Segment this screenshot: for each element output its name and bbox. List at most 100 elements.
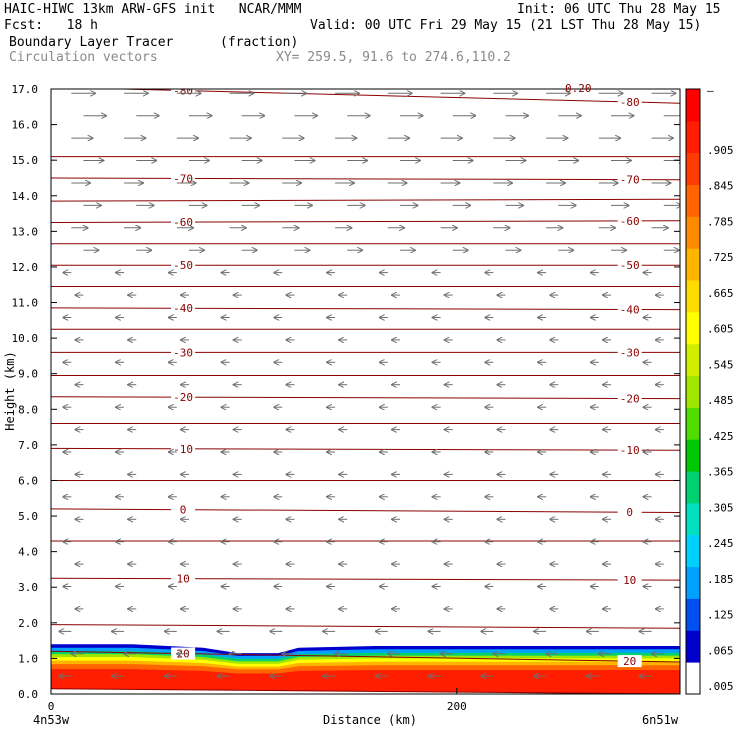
colorbar-swatch bbox=[686, 662, 700, 695]
contour-label: 0 bbox=[626, 506, 633, 519]
colorbar-tick-label: .305 bbox=[707, 501, 734, 514]
x-end-endpoint-label: 6n51w bbox=[642, 713, 679, 727]
temperature-contour-line bbox=[51, 307, 680, 311]
colorbar-frame bbox=[685, 88, 701, 695]
y-tick-label: 11.0 bbox=[12, 297, 39, 310]
contour-label-gap bbox=[617, 392, 642, 405]
contour-label-gap bbox=[171, 172, 196, 185]
contour-label-gap bbox=[171, 302, 196, 315]
boundary-layer-tracer-field bbox=[51, 644, 680, 694]
contour-label: -70 bbox=[620, 174, 640, 187]
plot-frame bbox=[50, 88, 681, 695]
y-tick-label: 4.0 bbox=[18, 546, 38, 559]
contour-label: -10 bbox=[620, 444, 640, 457]
colorbar-tick-label: .365 bbox=[707, 466, 734, 479]
temperature-contour-line bbox=[51, 577, 680, 581]
contour-label: -40 bbox=[173, 302, 193, 315]
colorbar-swatch bbox=[686, 439, 700, 472]
contour-label: -40 bbox=[620, 304, 640, 317]
x-tick-label: 200 bbox=[447, 700, 467, 713]
contour-label-gap bbox=[617, 259, 642, 272]
y-tick-label: 3.0 bbox=[18, 581, 38, 594]
colorbar-tick-label: .905 bbox=[707, 144, 734, 157]
vector-field-name: Circulation vectors bbox=[9, 50, 158, 65]
colorbar-tick-label: .845 bbox=[707, 180, 734, 193]
y-axis-title: Height (km) bbox=[3, 351, 17, 430]
contour-label-gap bbox=[617, 173, 642, 186]
header-valid: Valid: 00 UTC Fri 29 May 15 (21 LST Thu … bbox=[310, 18, 702, 33]
y-tick-label: 1.0 bbox=[18, 652, 38, 665]
temperature-contour-line bbox=[51, 198, 680, 202]
y-tick-label: 17.0 bbox=[12, 83, 39, 96]
colorbar-tick-label: .485 bbox=[707, 394, 734, 407]
colorbar-tick-label: .545 bbox=[707, 358, 734, 371]
contour-label: -60 bbox=[173, 216, 193, 229]
y-tick-label: 10.0 bbox=[12, 332, 39, 345]
contour-label-gap bbox=[171, 503, 196, 516]
contour-label: -10 bbox=[173, 443, 193, 456]
circulation-vectors bbox=[59, 93, 680, 676]
contour-label: -80 bbox=[173, 85, 193, 98]
temperature-contour-line bbox=[102, 89, 680, 104]
colorbar-tick-label: .725 bbox=[707, 251, 734, 264]
contour-label: -20 bbox=[620, 393, 640, 406]
y-tick-label: 12.0 bbox=[12, 261, 39, 274]
temperature-contour-line bbox=[51, 220, 680, 223]
y-tick-label: 5.0 bbox=[18, 510, 38, 523]
header-init: Init: 06 UTC Thu 28 May 15 bbox=[517, 2, 721, 17]
colorbar-tick-label: .665 bbox=[707, 287, 734, 300]
colorbar-swatch bbox=[686, 630, 700, 663]
colorbar-tick-label: .185 bbox=[707, 573, 734, 586]
contour-label: -30 bbox=[620, 346, 640, 359]
y-tick-label: 7.0 bbox=[18, 439, 38, 452]
contour-label-gap bbox=[617, 303, 642, 316]
contour-label: -60 bbox=[620, 215, 640, 228]
contour-label-gap bbox=[171, 391, 196, 404]
y-tick-label: 0.0 bbox=[18, 688, 38, 701]
axes: 0.0 1.0 2.0 3.0 4.0 5.0 6.0 7.0 8.0 9.0 10.0 11.0 12… bbox=[12, 83, 680, 713]
contour-label: 10 bbox=[623, 574, 636, 587]
colorbar-swatch bbox=[686, 375, 700, 408]
contour-label: 0 bbox=[180, 504, 187, 517]
contour-label: 10 bbox=[176, 573, 189, 586]
contour-label-gap bbox=[617, 655, 642, 668]
contour-label-gap bbox=[171, 572, 196, 585]
contour-label-gap bbox=[617, 574, 642, 586]
contour-label-gap bbox=[617, 96, 642, 108]
header-forecast: Fcst: 18 h bbox=[4, 18, 98, 33]
colorbar-swatch bbox=[686, 89, 700, 122]
contour-label: -20 bbox=[173, 391, 193, 404]
contour-label-gap bbox=[617, 444, 642, 457]
contour-label-gap bbox=[617, 506, 642, 519]
contour-label: -30 bbox=[173, 346, 193, 359]
contour-label-gap bbox=[617, 214, 642, 227]
contour-label-gap bbox=[617, 346, 642, 359]
temperature-contour-line bbox=[51, 177, 680, 181]
field-units: (fraction) bbox=[220, 35, 299, 50]
y-tick-label: 2.0 bbox=[18, 617, 38, 630]
header-title: HAIC-HIWC 13km ARW-GFS init NCAR/MMM bbox=[4, 2, 302, 17]
colorbar-tick-label: .005 bbox=[707, 680, 734, 693]
colorbar-swatch bbox=[686, 534, 700, 568]
contour-label-gap bbox=[171, 346, 196, 359]
x-start-endpoint-label: 4n53w bbox=[33, 713, 70, 727]
colorbar-tick-label: .425 bbox=[707, 430, 734, 443]
y-tick-label: 9.0 bbox=[18, 368, 38, 381]
colorbar-tick-label: .125 bbox=[707, 609, 734, 622]
colorbar-swatch bbox=[686, 343, 700, 376]
contour-label: -50 bbox=[620, 259, 640, 272]
tracer-band bbox=[51, 669, 680, 694]
temperature-contours: -80 -80 -70 -70 -60 -60 -50 -50 -40 -40 -30 -30 -20 -… bbox=[51, 85, 680, 694]
x-axis-title: Distance (km) bbox=[323, 713, 417, 727]
contour-label-gap bbox=[171, 259, 196, 272]
temperature-contour-line bbox=[51, 396, 680, 400]
contour-label-gap bbox=[171, 442, 196, 455]
temperature-contour-line bbox=[51, 688, 680, 694]
colorbar-tick-label: .785 bbox=[707, 216, 734, 229]
colorbar-swatch bbox=[686, 566, 700, 599]
colorbar-tick-label: .245 bbox=[707, 537, 734, 550]
temperature-contour-line bbox=[51, 650, 680, 663]
y-tick-label: 13.0 bbox=[12, 225, 39, 238]
colorbar: – .905 .845 .785 .725 .665 .605 .545 .485 .425 .36… bbox=[685, 84, 734, 695]
